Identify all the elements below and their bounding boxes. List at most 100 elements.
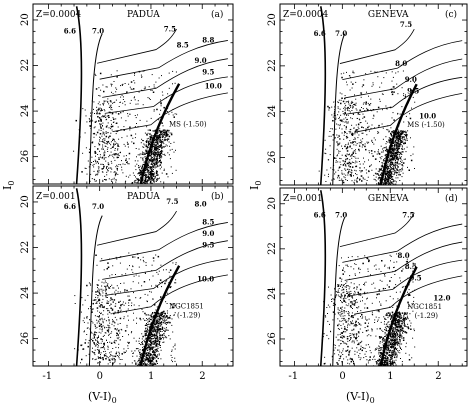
star-point [102,139,104,141]
star-point [394,143,396,145]
star-point [344,145,346,148]
star-point [163,341,165,343]
star-point [96,349,98,351]
star-point [108,325,110,327]
star-point [160,162,162,164]
star-point [341,132,343,134]
star-point [357,129,359,131]
star-point [114,359,116,361]
y-tick-label: 26 [267,151,278,164]
star-point [370,352,372,354]
star-point [403,134,405,135]
star-point [143,164,145,166]
star-point [116,332,118,335]
star-point [384,183,387,185]
star-point [115,303,117,305]
star-point [142,164,144,166]
star-point [140,353,141,355]
star-point [386,167,388,169]
star-point [97,357,99,359]
star-point [128,83,130,85]
star-point [153,109,155,111]
star-point [342,110,344,112]
star-point [114,141,116,143]
star-point [159,336,161,339]
star-point [396,148,398,150]
star-point [141,364,143,366]
star-point [166,145,168,147]
star-point [112,138,114,140]
star-point [398,147,400,150]
star-point [150,357,152,359]
star-point [109,142,111,144]
star-point [163,329,165,331]
star-point [414,101,416,103]
star-point [391,311,394,314]
star-point [160,324,162,326]
star-point [97,295,99,297]
star-point [337,289,339,291]
star-point [351,170,353,172]
star-point [154,147,156,149]
star-point [362,163,364,165]
star-point [156,162,158,164]
star-point [344,95,346,97]
star-point [343,107,345,109]
star-point [102,358,104,361]
star-point [333,101,335,103]
star-point [124,289,126,290]
star-point [120,112,122,113]
star-point [110,144,112,146]
star-point [151,342,153,344]
star-point [339,157,341,159]
star-point [347,143,349,145]
star-point [358,118,360,120]
star-point [115,133,117,135]
star-point [366,257,368,260]
star-point [396,357,398,359]
star-point [138,266,140,268]
star-point [327,176,329,178]
star-point [152,356,154,358]
star-point [400,153,402,155]
star-point [141,153,144,155]
star-point [84,109,86,111]
star-point [387,180,389,182]
star-point [94,359,96,361]
star-point [387,160,389,162]
star-point [136,182,138,184]
star-point [135,297,137,299]
star-point [392,161,394,163]
star-point [155,341,157,343]
star-point [349,104,352,107]
star-point [73,150,75,152]
star-point [103,115,105,117]
star-point [410,137,411,139]
star-point [328,173,329,175]
star-point [343,291,345,293]
star-point [156,316,158,318]
star-point [159,130,161,132]
star-point [150,162,152,164]
star-point [152,162,154,164]
star-point [390,139,392,141]
star-point [148,343,150,345]
star-point [110,342,113,344]
star-point [343,118,345,120]
star-point [396,142,398,144]
star-point [87,342,89,344]
star-point [129,126,131,128]
star-point [340,297,342,299]
star-point [102,115,104,117]
star-point [150,344,152,346]
star-point [101,119,102,121]
star-point [380,165,382,167]
star-point [141,168,143,169]
star-point [155,342,157,344]
star-point [368,141,370,143]
star-point [98,335,99,337]
star-point [155,338,157,340]
star-point [375,168,377,170]
star-point [392,169,394,171]
star-point [386,323,388,325]
